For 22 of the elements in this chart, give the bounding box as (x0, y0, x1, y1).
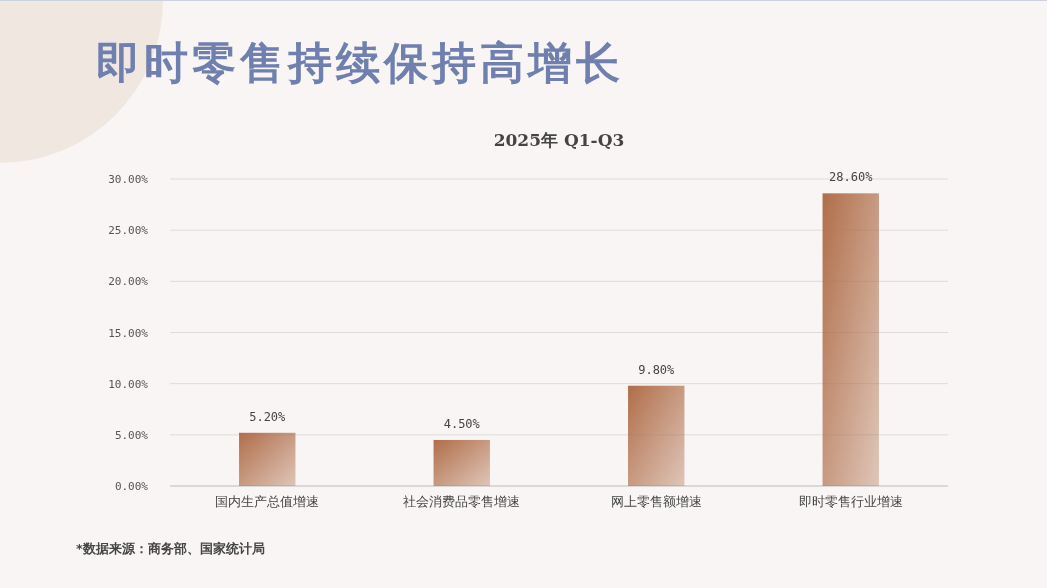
x-tick-label: 即时零售行业增速 (798, 494, 903, 509)
y-tick-label: 30.00% (108, 173, 149, 186)
bar (239, 432, 296, 486)
y-tick-label: 15.00% (108, 326, 149, 340)
y-tick-label: 5.00% (114, 428, 149, 442)
data-label: 4.50% (443, 416, 481, 431)
y-tick-label: 10.00% (108, 377, 149, 391)
data-label: 9.80% (638, 362, 676, 377)
data-label: 28.60% (829, 170, 874, 185)
x-tick-label: 网上零售额增速 (610, 494, 702, 509)
y-tick-label: 20.00% (108, 275, 149, 289)
bar (628, 385, 685, 486)
data-label: 5.20% (249, 409, 287, 424)
x-tick-label: 国内生产总值增速 (215, 494, 320, 509)
y-tick-label: 25.00% (108, 224, 149, 238)
text: *数据来源：商务部、国家统计局 (76, 541, 265, 556)
chart-subtitle: 2025年 Q1-Q3 (493, 130, 625, 150)
chart-title: 即时零售持续保持高增长 (96, 37, 624, 88)
bar (433, 439, 490, 486)
bar (822, 193, 879, 486)
y-tick-label: 0.00% (114, 480, 149, 493)
x-tick-label: 社会消费品零售增速 (403, 494, 521, 509)
